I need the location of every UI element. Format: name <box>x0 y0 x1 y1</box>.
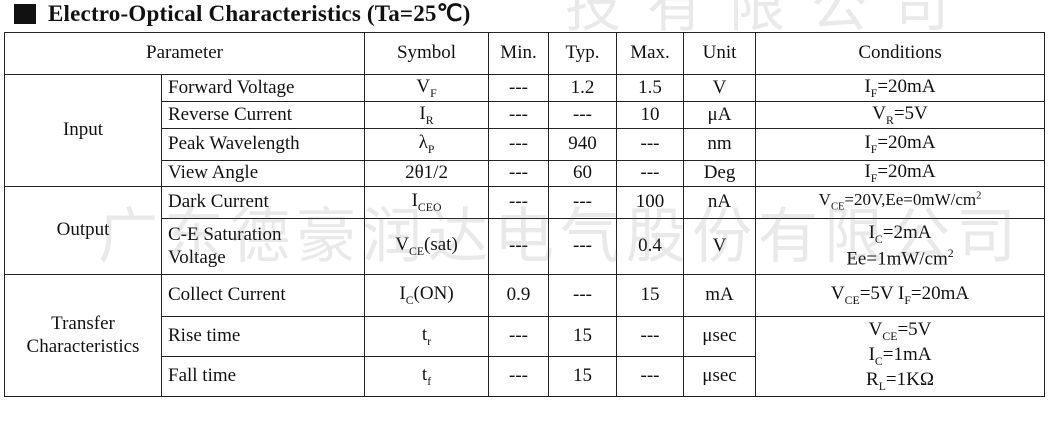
table-row-view-angle: View Angle 2θ1/2 --- 60 --- Deg IF=20mA <box>5 160 1046 187</box>
symbol-cell: IR <box>364 101 490 129</box>
typ-cell: 60 <box>548 160 618 187</box>
unit-cell: nA <box>683 186 757 219</box>
condition-line: Ee=1mW/cm2 <box>846 246 954 270</box>
unit-cell: V <box>683 74 757 102</box>
min-cell: --- <box>488 74 550 102</box>
conditions-cell: VCE=5V IF=20mA <box>755 274 1046 317</box>
min-cell: --- <box>488 316 550 357</box>
max-cell: 1.5 <box>616 74 685 102</box>
symbol-cell: tf <box>364 356 490 397</box>
conditions-cell: IF=20mA <box>755 128 1046 161</box>
parameter-cell: Peak Wavelength <box>160 128 366 161</box>
group-label-line: Characteristics <box>26 335 140 357</box>
conditions-cell: IF=20mA <box>755 74 1046 102</box>
group-label-line: Transfer <box>51 312 115 334</box>
title-bullet-icon <box>14 4 36 24</box>
max-cell: --- <box>616 160 685 187</box>
table-row-forward-voltage: Input Forward Voltage VF --- 1.2 1.5 V I… <box>4 74 1046 187</box>
table-row-ce-saturation: C-E Saturation Voltage VCE(sat) --- --- … <box>5 218 1046 275</box>
symbol-cell: 2θ1/2 <box>364 160 490 187</box>
group-transfer-characteristics: Transfer Characteristics <box>4 274 162 397</box>
header-max: Max. <box>616 32 685 75</box>
symbol-cell: VCE(sat) <box>364 218 490 275</box>
condition-line: IC=2mA <box>868 221 932 246</box>
unit-cell: μA <box>683 101 757 129</box>
unit-cell: μsec <box>683 356 757 397</box>
unit-cell: mA <box>683 274 757 317</box>
min-cell: --- <box>488 160 550 187</box>
conditions-cell-timing: VCE=5V IC=1mA RL=1KΩ <box>755 316 1046 397</box>
header-unit: Unit <box>683 32 757 75</box>
min-cell: --- <box>488 128 550 161</box>
table-row-collect-current: Transfer Characteristics Collect Current… <box>4 274 1046 397</box>
parameter-cell: Fall time <box>160 356 366 397</box>
header-row: Parameter Symbol Min. Typ. Max. Unit Con… <box>3 32 1046 75</box>
unit-cell: nm <box>683 128 757 161</box>
conditions-cell: VCE=20V,Ee=0mW/cm2 <box>755 186 1046 219</box>
min-cell: --- <box>488 218 550 275</box>
parameter-line: Voltage <box>168 246 226 268</box>
page-title: Electro-Optical Characteristics (Ta=25℃) <box>48 1 471 26</box>
condition-line: IC=1mA <box>868 344 932 368</box>
min-cell: --- <box>488 101 550 129</box>
parameter-cell: Rise time <box>160 316 366 357</box>
typ-cell: 15 <box>548 356 618 397</box>
conditions-cell: VR=5V <box>755 101 1046 129</box>
min-cell: --- <box>488 186 550 219</box>
header-symbol: Symbol <box>364 32 490 75</box>
typ-cell: --- <box>548 218 618 275</box>
condition-line: VCE=5V <box>868 319 932 343</box>
parameter-cell: Forward Voltage <box>160 74 366 102</box>
parameter-cell: C-E Saturation Voltage <box>160 218 366 275</box>
max-cell: --- <box>616 356 685 397</box>
condition-line: RL=1KΩ <box>866 368 934 393</box>
typ-cell: 1.2 <box>548 74 618 102</box>
max-cell: 10 <box>616 101 685 129</box>
group-input: Input <box>4 74 162 187</box>
unit-cell: V <box>683 218 757 275</box>
parameter-cell: Collect Current <box>160 274 366 317</box>
unit-cell: Deg <box>683 160 757 187</box>
symbol-cell: VF <box>364 74 490 102</box>
typ-cell: --- <box>548 186 618 219</box>
table-row-rise-time: Rise time tr --- 15 --- μsec VCE=5V IC=1… <box>5 316 1046 397</box>
title-bar: Electro-Optical Characteristics (Ta=25℃) <box>0 0 1049 28</box>
typ-cell: 940 <box>548 128 618 161</box>
parameter-cell: View Angle <box>160 160 366 187</box>
max-cell: 0.4 <box>616 218 685 275</box>
table-row-dark-current: Output Dark Current ICEO --- --- 100 nA … <box>4 186 1046 275</box>
max-cell: --- <box>616 128 685 161</box>
characteristics-table: Parameter Symbol Min. Typ. Max. Unit Con… <box>3 32 1046 397</box>
header-conditions: Conditions <box>755 32 1046 75</box>
conditions-cell: IC=2mA Ee=1mW/cm2 <box>755 218 1046 275</box>
symbol-cell: tr <box>364 316 490 357</box>
table-row-fall-time: Fall time tf --- 15 --- μsec <box>5 356 1045 397</box>
symbol-cell: λP <box>364 128 490 161</box>
header-parameter: Parameter <box>3 32 366 75</box>
max-cell: 15 <box>616 274 685 317</box>
conditions-cell: IF=20mA <box>755 160 1046 187</box>
min-cell: 0.9 <box>488 274 550 317</box>
parameter-cell: Dark Current <box>160 186 366 219</box>
header-min: Min. <box>488 32 550 75</box>
typ-cell: --- <box>548 274 618 317</box>
parameter-cell: Reverse Current <box>160 101 366 129</box>
symbol-cell: ICEO <box>364 186 490 219</box>
unit-cell: μsec <box>683 316 757 357</box>
symbol-cell: IC(ON) <box>364 274 490 317</box>
min-cell: --- <box>488 356 550 397</box>
parameter-line: C-E Saturation <box>168 223 282 245</box>
header-typ: Typ. <box>548 32 618 75</box>
typ-cell: 15 <box>548 316 618 357</box>
group-output: Output <box>4 186 162 275</box>
max-cell: --- <box>616 316 685 357</box>
typ-cell: --- <box>548 101 618 129</box>
max-cell: 100 <box>616 186 685 219</box>
